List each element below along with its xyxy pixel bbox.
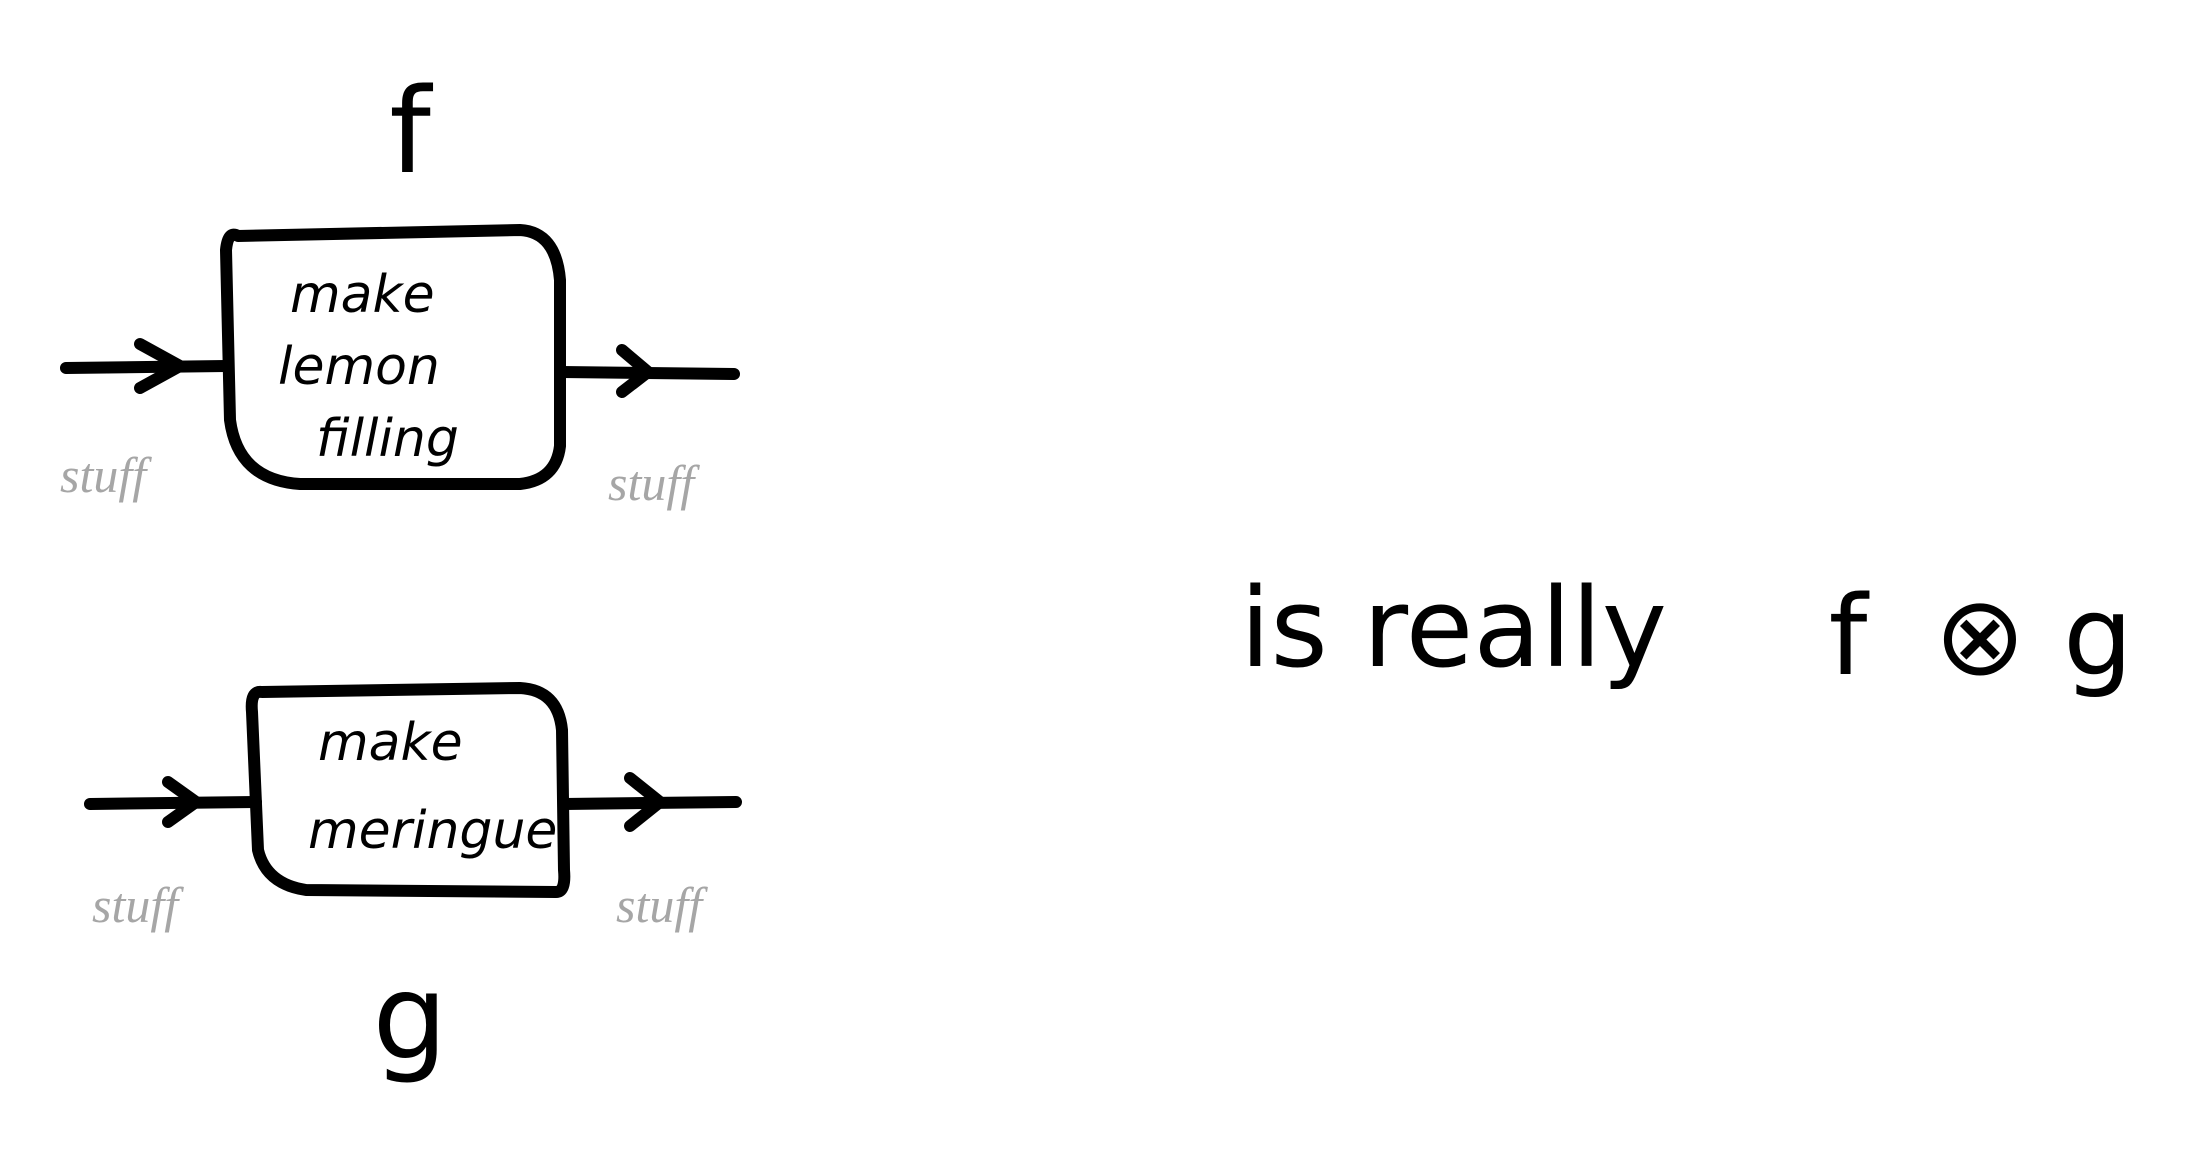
process-g-box <box>245 682 571 898</box>
process-g-input-wire <box>84 796 262 810</box>
composition-right: g <box>2063 572 2133 700</box>
process-f-box-line-1: make <box>290 265 435 325</box>
process-g-box-line-2: meringue <box>308 801 557 861</box>
process-g: make meringue stuff stuff g <box>84 682 742 1086</box>
process-g-label: g <box>373 948 448 1086</box>
process-g-input-label: stuff <box>92 877 184 933</box>
process-f-output-label: stuff <box>608 455 700 511</box>
process-g-input-arrow-icon <box>162 776 202 828</box>
process-g-box-line-1: make <box>318 713 463 773</box>
process-f-label: f <box>389 62 433 200</box>
process-g-output-label: stuff <box>616 877 708 933</box>
composition-expression: f ⊗ g <box>1829 572 2133 700</box>
process-f-input-arrow-icon <box>134 338 186 394</box>
process-g-output-arrow-icon <box>624 772 666 832</box>
phrase-is-really: is really <box>1240 564 1667 692</box>
process-f-box-line-3: filling <box>316 409 459 469</box>
process-f-input-label: stuff <box>60 447 152 503</box>
process-f-output-arrow-icon <box>616 344 654 398</box>
composition-left: f <box>1829 572 1870 700</box>
process-f-box-line-2: lemon <box>278 337 440 397</box>
tensor-operator-icon: ⊗ <box>1934 572 2026 700</box>
process-f: f make lemon filling stuff stuff <box>60 62 740 511</box>
process-f-input-wire <box>60 360 232 374</box>
process-f-box <box>220 224 566 490</box>
